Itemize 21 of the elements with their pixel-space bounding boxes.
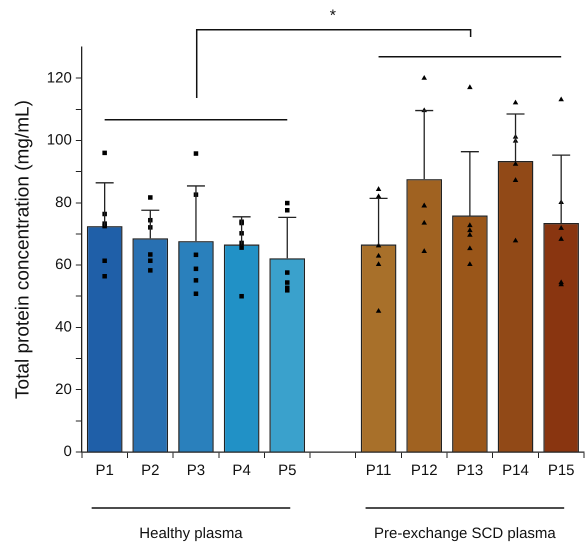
y-tick-label: 20 xyxy=(55,380,72,398)
x-tick-label: P11 xyxy=(366,462,392,480)
y-axis-title: Total protein concentration (mg/mL) xyxy=(12,100,34,399)
y-tick-label: 60 xyxy=(55,256,72,274)
x-tick-label: P5 xyxy=(278,462,296,480)
text: Pre-exchange SCD plasma xyxy=(374,525,556,542)
x-tick-label: P2 xyxy=(141,462,160,480)
y-tick-label: 80 xyxy=(55,194,72,211)
y-tick-label: 40 xyxy=(55,318,72,336)
x-tick-label: P3 xyxy=(186,462,206,480)
y-tick-label: 120 xyxy=(46,69,72,86)
x-tick-label: P14 xyxy=(502,462,529,480)
x-tick-label: P13 xyxy=(456,462,484,480)
x-tick-label: P4 xyxy=(232,462,251,480)
y-tick-label: 0 xyxy=(63,443,72,460)
x-tick-label: P15 xyxy=(548,462,575,480)
x-tick-label: P1 xyxy=(95,462,114,480)
text: * xyxy=(330,7,336,24)
x-tick-label: P12 xyxy=(410,462,438,480)
text: Healthy plasma xyxy=(139,525,244,542)
y-tick-label: 100 xyxy=(46,132,72,149)
